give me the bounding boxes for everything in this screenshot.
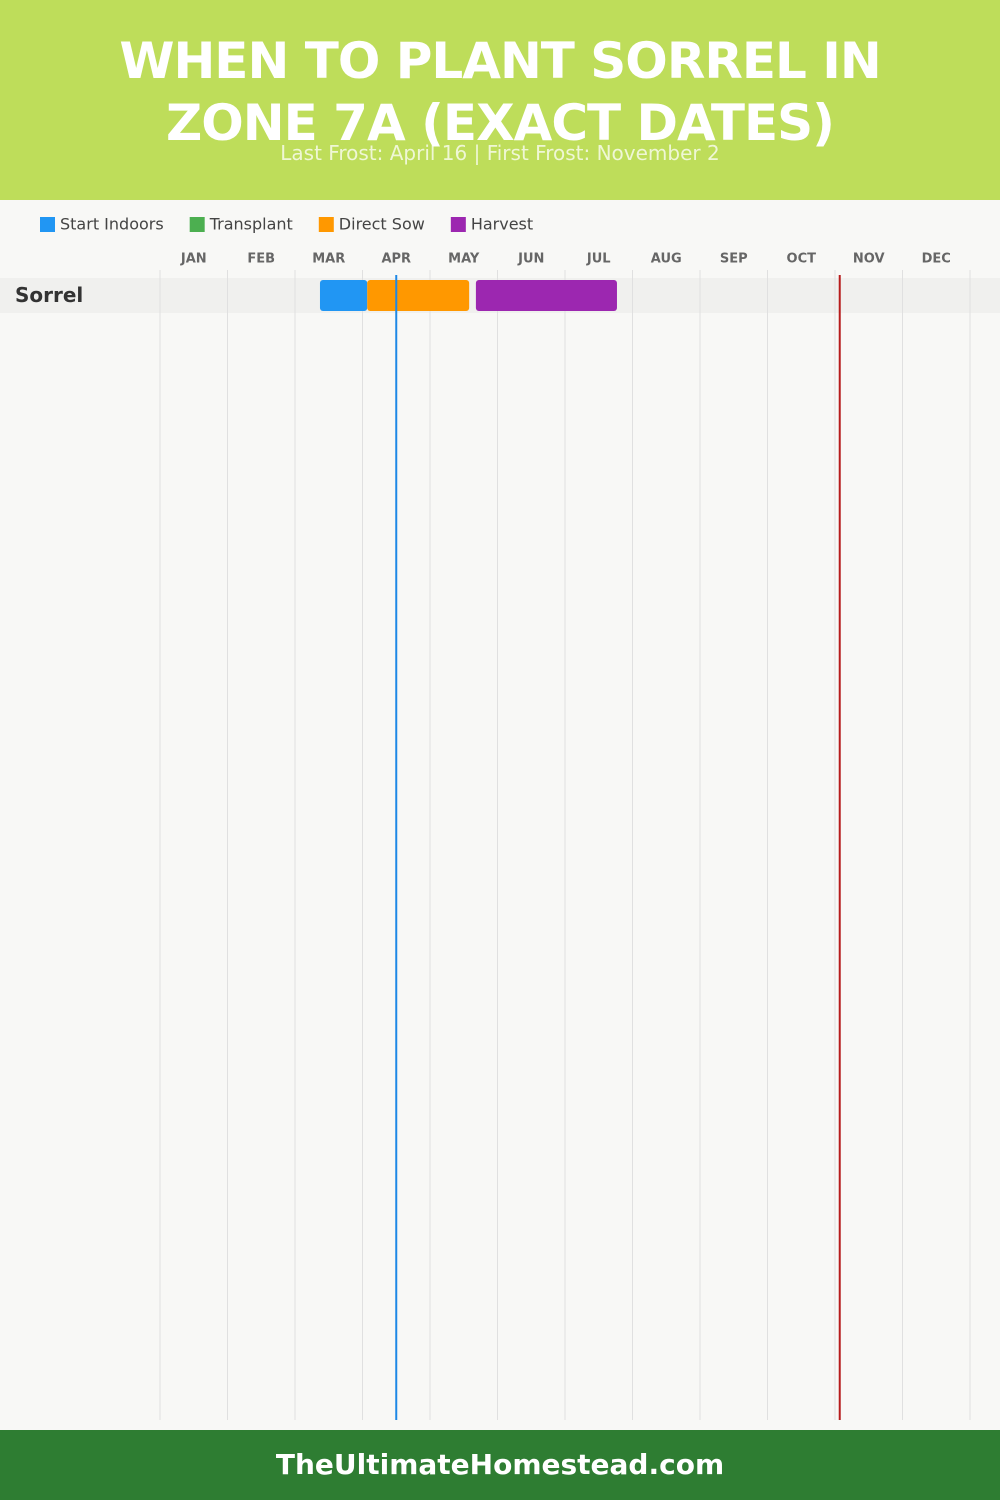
legend-swatch [450, 217, 466, 232]
x-tick-label: JAN [180, 252, 207, 267]
legend-label: Start Indoors [60, 215, 164, 234]
x-tick-label: MAR [312, 252, 345, 267]
bar [319, 280, 368, 311]
legend-swatch [189, 217, 205, 232]
footer-text: TheUltimateHomestead.com [275, 1448, 725, 1481]
x-tick-label: NOV [853, 252, 885, 267]
legend-label: Direct Sow [339, 215, 425, 234]
x-tick-label: JUN [517, 252, 544, 267]
chart-title: When to Plant Sorrel in Zone 7a (Exact D… [119, 32, 881, 152]
legend-swatch [40, 217, 55, 232]
header: When to Plant Sorrel in Zone 7a (Exact D… [0, 0, 1000, 200]
x-tick-label: APR [381, 252, 411, 267]
x-tick-label: AUG [651, 252, 682, 267]
legend-label: Harvest [471, 215, 533, 234]
row-label: Sorrel [15, 283, 83, 307]
legend-label: Transplant [209, 215, 293, 234]
x-tick-label: OCT [787, 252, 817, 267]
x-tick-label: DEC [922, 252, 951, 267]
chart-subtitle: Last Frost: April 16 | First Frost: Nove… [280, 141, 720, 165]
legend-swatch [318, 217, 334, 232]
chart: Sorrel JAN FEB MAR APR MAY JUN JUL AUG SEP OCT NOV D… [0, 215, 1000, 1420]
footer: TheUltimateHomestead.com [0, 1430, 1000, 1500]
x-tick-label: JUL [586, 252, 611, 267]
x-tick-label: MAY [448, 252, 480, 267]
x-tick-label: SEP [720, 252, 748, 267]
bar [367, 280, 470, 311]
bar [475, 280, 617, 311]
x-tick-label: FEB [247, 252, 275, 267]
